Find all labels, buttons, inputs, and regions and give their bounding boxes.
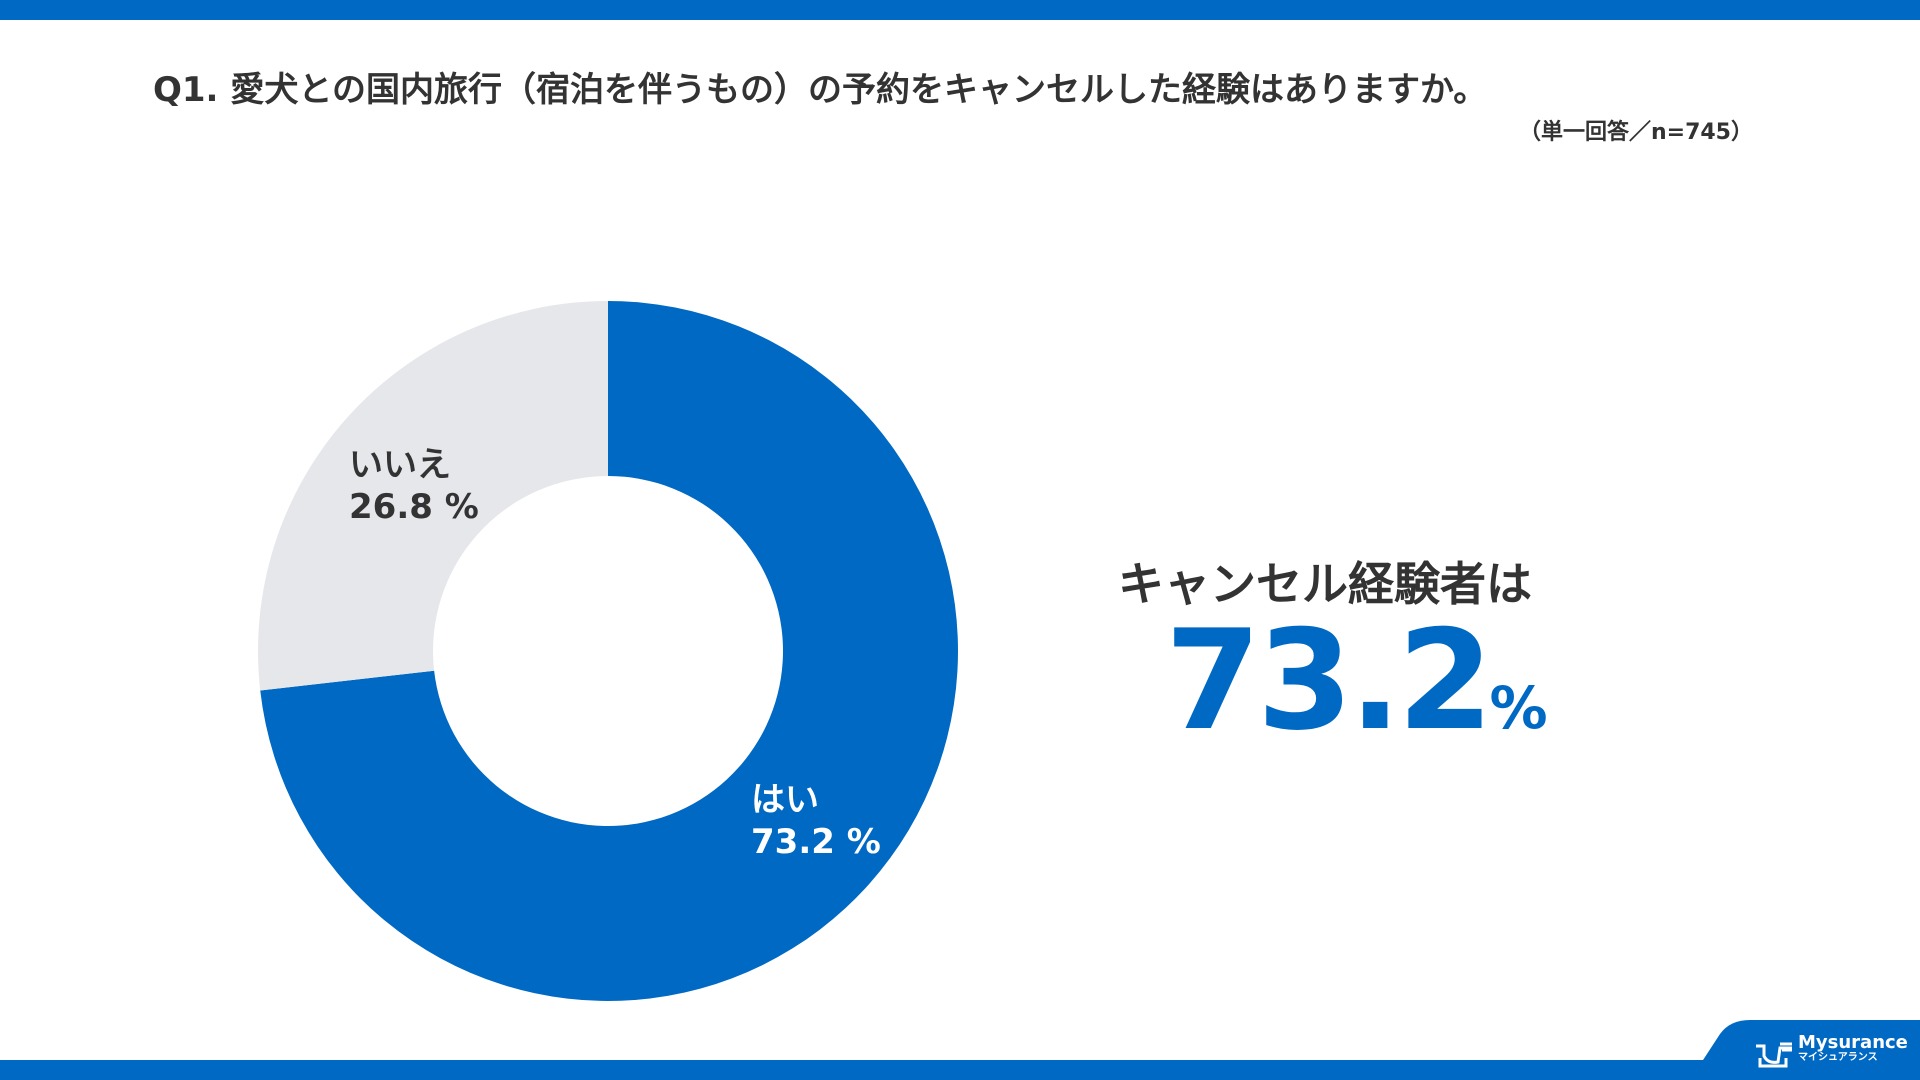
label-no-value: 26.8 % bbox=[349, 487, 479, 527]
label-yes: はい 73.2 % bbox=[751, 779, 881, 863]
pegasus-logo-icon bbox=[1756, 1042, 1792, 1068]
label-yes-category: はい bbox=[751, 780, 819, 820]
page-title: Q1. 愛犬との国内旅行（宿泊を伴うもの）の予約をキャンセルした経験はありますか… bbox=[153, 70, 1488, 110]
highlight-number: 73.2 bbox=[1165, 600, 1493, 761]
slice-no bbox=[258, 301, 608, 691]
logo-text: Mysurance マイシュアランス bbox=[1798, 1034, 1908, 1064]
bottom-bar bbox=[0, 1060, 1920, 1080]
subtitle: （単一回答／n=745） bbox=[1518, 120, 1753, 145]
logo-name: Mysurance bbox=[1798, 1032, 1908, 1053]
highlight-unit: % bbox=[1489, 674, 1548, 742]
top-bar bbox=[0, 0, 1920, 20]
highlight-value: 73.2% bbox=[1165, 600, 1548, 761]
highlight-label: キャンセル経験者は bbox=[1118, 557, 1532, 611]
label-no: いいえ 26.8 % bbox=[349, 444, 479, 528]
logo-tab bbox=[1690, 1020, 1920, 1080]
logo-kana: マイシュアランス bbox=[1798, 1052, 1878, 1063]
slice-yes bbox=[260, 301, 958, 1001]
label-no-category: いいえ bbox=[349, 445, 451, 485]
label-yes-value: 73.2 % bbox=[751, 822, 881, 862]
